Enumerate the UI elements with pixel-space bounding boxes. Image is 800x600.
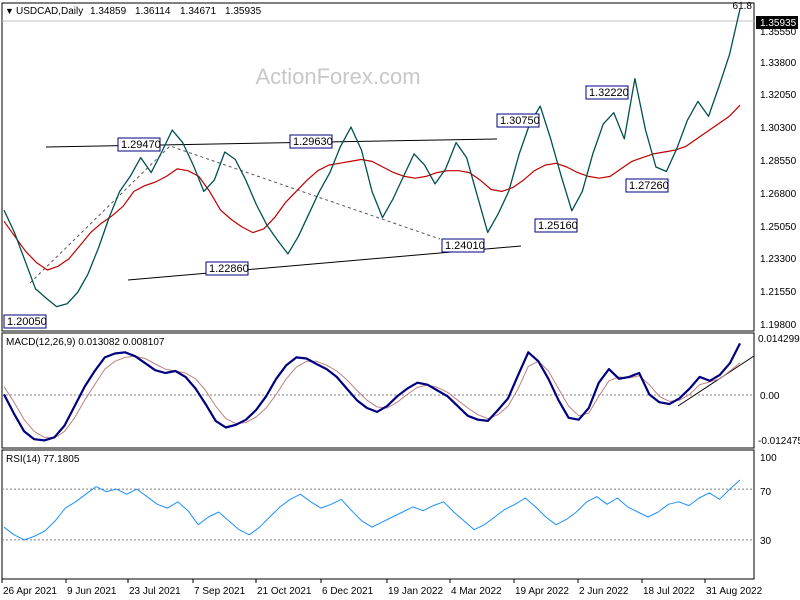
x-tick-label: 21 Oct 2021 xyxy=(257,586,312,597)
annotation-box: 1.20050 xyxy=(3,314,47,329)
macd-title: MACD(12,26,9) 0.013082 0.008107 xyxy=(6,337,165,348)
rsi-y-axis: 100 70 30 xyxy=(760,453,777,547)
rsi-title: RSI(14) 77.1805 xyxy=(6,454,80,465)
macd-tick: 0.00 xyxy=(760,391,780,402)
x-tick-label: 19 Apr 2022 xyxy=(515,586,569,597)
price-tick: 1.33800 xyxy=(760,58,797,69)
price-panel xyxy=(1,2,755,332)
annotation-label: 1.27260 xyxy=(629,180,669,192)
price-series-layer xyxy=(3,8,741,308)
last-price-label: 1.35935 xyxy=(760,18,797,29)
annotation-label: 1.25160 xyxy=(538,220,578,232)
annotation-label: 1.29630 xyxy=(293,136,333,148)
macd-trendline xyxy=(677,355,755,407)
price-tick: 1.35550 xyxy=(760,27,797,38)
rsi-line xyxy=(3,479,741,541)
price-header: ▼ USDCAD,Daily 1.34859 1.36114 1.34671 1… xyxy=(5,6,262,17)
annotation-label: 1.20050 xyxy=(7,316,47,328)
ohlc-low: 1.34671 xyxy=(180,6,217,17)
x-tick-label: 9 Jun 2021 xyxy=(67,586,117,597)
annotation-box: 1.29630 xyxy=(289,134,333,149)
price-tick: 1.28550 xyxy=(760,156,797,167)
annotation-box: 1.30750 xyxy=(496,113,540,128)
price-title: USDCAD,Daily xyxy=(16,6,83,17)
price-tick: 1.19800 xyxy=(760,320,797,331)
price-tick: 1.30300 xyxy=(760,123,797,134)
dashed-trendline xyxy=(29,145,441,284)
x-tick-label: 7 Sep 2021 xyxy=(194,586,246,597)
annotation-box: 1.27260 xyxy=(625,178,669,193)
x-tick-label: 19 Jan 2022 xyxy=(388,586,443,597)
price-tick: 1.26800 xyxy=(760,189,797,200)
rsi-tick: 30 xyxy=(760,536,772,547)
x-tick-label: 26 Apr 2021 xyxy=(3,586,57,597)
rsi-series-layer xyxy=(3,479,741,541)
rsi-panel xyxy=(1,449,755,580)
chart-menu-icon[interactable]: ▼ xyxy=(5,6,14,16)
annotation-box: 1.25160 xyxy=(534,218,578,233)
x-axis: 26 Apr 2021 9 Jun 2021 23 Jul 2021 7 Sep 20… xyxy=(1,579,763,597)
price-y-axis: 1.35935 1.35550 1.33800 1.32050 1.30300 … xyxy=(756,16,798,331)
macd-series-layer xyxy=(3,342,741,442)
price-annotations: 1.20050 1.29470 1.22860 1.29630 1.24010 … xyxy=(3,85,669,329)
ohlc-open: 1.34859 xyxy=(90,6,127,17)
ema-line xyxy=(3,104,741,271)
last-price-tag: 1.35935 xyxy=(756,16,798,29)
watermark: ActionForex.com xyxy=(255,64,420,89)
rsi-levels-layer xyxy=(2,488,754,541)
annotation-box: 1.29470 xyxy=(117,137,161,152)
x-tick-label: 18 Jul 2022 xyxy=(643,586,695,597)
macd-panel xyxy=(1,332,755,449)
annotation-label: 1.30750 xyxy=(500,115,540,127)
annotation-box: 1.32220 xyxy=(585,85,629,100)
annotation-box: 1.22860 xyxy=(205,261,249,276)
price-tick: 1.32050 xyxy=(760,90,797,101)
annotation-label: 1.24010 xyxy=(445,240,485,252)
rsi-tick: 100 xyxy=(760,453,777,464)
annotation-label: 1.22860 xyxy=(209,263,249,275)
macd-line xyxy=(3,342,741,442)
x-tick-label: 2 Jun 2022 xyxy=(579,586,629,597)
x-tick-label: 4 Mar 2022 xyxy=(451,586,502,597)
rsi-tick: 70 xyxy=(760,487,772,498)
annotation-label: 1.29470 xyxy=(121,139,161,151)
annotation-label: 1.32220 xyxy=(589,87,629,99)
macd-tick: -0.012475 xyxy=(758,436,800,447)
x-tick-label: 6 Dec 2021 xyxy=(322,586,374,597)
macd-tick: 0.014299 xyxy=(758,334,800,345)
annotation-box: 1.24010 xyxy=(441,238,485,253)
price-line xyxy=(3,8,741,308)
price-tick: 1.21550 xyxy=(760,287,797,298)
ohlc-close: 1.35935 xyxy=(225,6,262,17)
fib-label: 61.8 xyxy=(733,1,753,12)
ohlc-high: 1.36114 xyxy=(135,6,171,17)
x-tick-label: 31 Aug 2022 xyxy=(706,586,763,597)
macd-y-axis: 0.014299 0.00 -0.012475 xyxy=(758,334,800,447)
x-tick-label: 23 Jul 2021 xyxy=(129,586,181,597)
price-tick: 1.25050 xyxy=(760,222,797,233)
price-tick: 1.23300 xyxy=(760,254,797,265)
